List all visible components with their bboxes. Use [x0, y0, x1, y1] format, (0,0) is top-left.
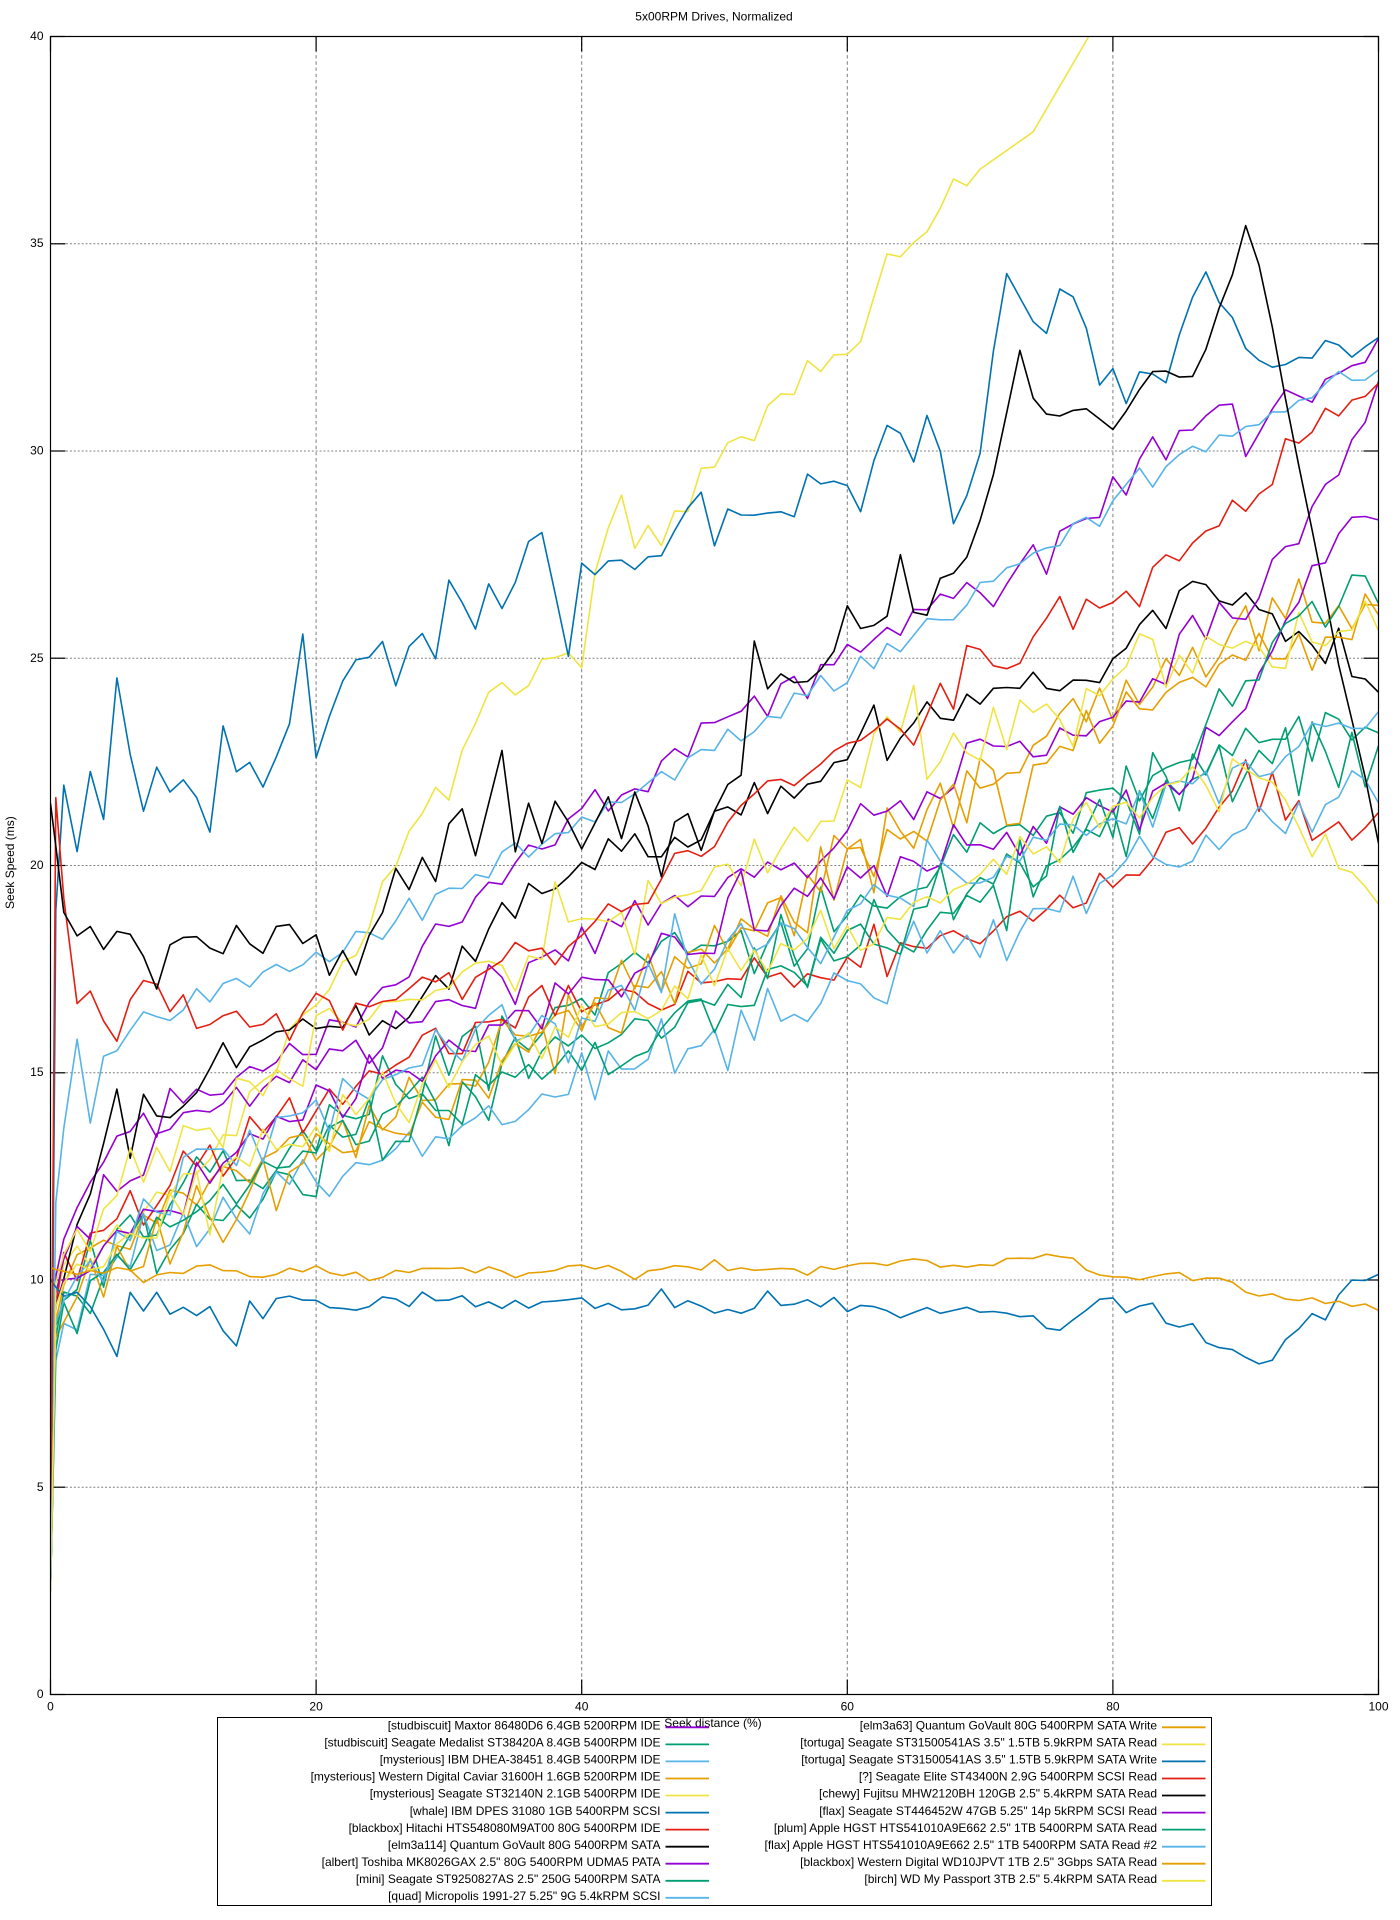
svg-text:[?] Seagate Elite ST43400N 2.9: [?] Seagate Elite ST43400N 2.9G 5400RPM …	[859, 1770, 1157, 1784]
svg-text:40: 40	[575, 1700, 589, 1714]
svg-text:15: 15	[30, 1065, 44, 1079]
svg-text:5: 5	[37, 1480, 44, 1494]
svg-text:[mysterious] IBM DHEA-38451 8.: [mysterious] IBM DHEA-38451 8.4GB 5400RP…	[380, 1753, 661, 1767]
svg-text:[plum] Apple HGST HTS541010A9E: [plum] Apple HGST HTS541010A9E662 2.5" 1…	[774, 1821, 1157, 1835]
svg-text:[flax] Seagate ST446452W 47GB: [flax] Seagate ST446452W 47GB 5.25" 14p …	[819, 1804, 1157, 1818]
svg-text:60: 60	[841, 1700, 855, 1714]
svg-text:[blackbox] Hitachi HTS548080M9: [blackbox] Hitachi HTS548080M9AT00 80G 5…	[349, 1821, 661, 1835]
svg-text:0: 0	[47, 1700, 54, 1714]
svg-text:[mini] Seagate ST9250827AS 2.5: [mini] Seagate ST9250827AS 2.5" 250G 540…	[356, 1872, 661, 1886]
svg-text:[quad] Micropolis 1991-27 5.25: [quad] Micropolis 1991-27 5.25" 9G 5.4kR…	[388, 1889, 660, 1903]
svg-text:[mysterious] Seagate ST32140N: [mysterious] Seagate ST32140N 2.1GB 5400…	[370, 1787, 661, 1801]
svg-text:[studbiscuit] Seagate Medalist: [studbiscuit] Seagate Medalist ST38420A …	[324, 1736, 660, 1750]
svg-text:[elm3a114] Quantum GoVault 80G: [elm3a114] Quantum GoVault 80G 5400RPM S…	[388, 1838, 661, 1852]
svg-text:35: 35	[30, 236, 44, 250]
svg-text:5x00RPM Drives, Normalized: 5x00RPM Drives, Normalized	[635, 10, 792, 24]
svg-text:20: 20	[30, 858, 44, 872]
svg-text:Seek Speed (ms): Seek Speed (ms)	[3, 816, 17, 909]
svg-text:10: 10	[30, 1273, 44, 1287]
svg-text:0: 0	[37, 1687, 44, 1701]
svg-text:40: 40	[30, 29, 44, 43]
svg-text:[chewy] Fujitsu MHW2120BH 120G: [chewy] Fujitsu MHW2120BH 120GB 2.5" 5.4…	[819, 1787, 1157, 1801]
svg-text:[birch] WD My Passport 3TB 2.5: [birch] WD My Passport 3TB 2.5" 5.4kRPM …	[864, 1872, 1157, 1886]
svg-text:[studbiscuit] Maxtor 86480D6 6: [studbiscuit] Maxtor 86480D6 6.4GB 5200R…	[388, 1719, 661, 1733]
svg-text:[whale] IBM DPES 31080 1GB 540: [whale] IBM DPES 31080 1GB 5400RPM SCSI	[410, 1804, 661, 1818]
svg-text:[mysterious] Western Digital C: [mysterious] Western Digital Caviar 3160…	[311, 1770, 661, 1784]
svg-text:[blackbox] Western Digital WD1: [blackbox] Western Digital WD10JPVT 1TB …	[800, 1855, 1157, 1869]
svg-text:20: 20	[309, 1700, 323, 1714]
svg-text:[tortuga] Seagate ST31500541AS: [tortuga] Seagate ST31500541AS 3.5" 1.5T…	[800, 1736, 1157, 1750]
svg-text:[elm3a63] Quantum GoVault 80G: [elm3a63] Quantum GoVault 80G 5400RPM SA…	[860, 1719, 1158, 1733]
svg-text:30: 30	[30, 444, 44, 458]
svg-text:25: 25	[30, 651, 44, 665]
svg-text:[flax] Apple HGST HTS541010A9E: [flax] Apple HGST HTS541010A9E662 2.5" 1…	[765, 1838, 1158, 1852]
svg-text:80: 80	[1106, 1700, 1120, 1714]
svg-text:[albert] Toshiba MK8026GAX 2.5: [albert] Toshiba MK8026GAX 2.5" 80G 5400…	[322, 1855, 661, 1869]
svg-text:100: 100	[1368, 1700, 1388, 1714]
svg-text:[tortuga] Seagate ST31500541AS: [tortuga] Seagate ST31500541AS 3.5" 1.5T…	[801, 1753, 1157, 1767]
